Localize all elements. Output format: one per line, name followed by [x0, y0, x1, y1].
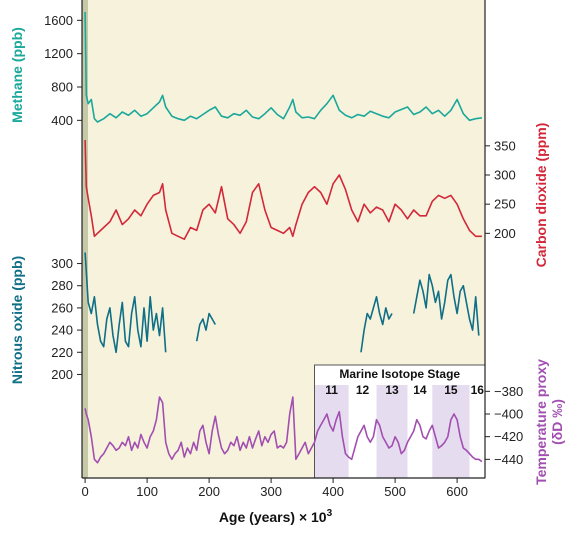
- axis-layer: 0 100 200 300 400 500 600 400 800 1200 1600 200 220 2…: [44, 0, 523, 499]
- mis-stage-label-14: 14: [413, 383, 427, 397]
- n2o-tick-label-300: 300: [51, 256, 73, 271]
- background-layer: [82, 0, 485, 478]
- x-axis-title-text: Age (years) × 10: [219, 509, 327, 525]
- co2-axis-title: Carbon dioxide (ppm): [533, 123, 549, 268]
- n2o-tick-label-280: 280: [51, 278, 73, 293]
- n2o-tick-label-240: 240: [51, 323, 73, 338]
- x-tick-label-300: 300: [260, 484, 282, 499]
- x-tick-label-200: 200: [198, 484, 220, 499]
- methane-series-line: [84, 11, 483, 123]
- mis-title: Marine Isotope Stage: [339, 367, 460, 381]
- co2-tick-label-250: 250: [494, 197, 516, 212]
- temperature-axis-unit: (δD ‰): [549, 399, 565, 445]
- n2o-tick-label-260: 260: [51, 300, 73, 315]
- mis-stage-label-15: 15: [444, 383, 458, 397]
- temperature-tick-label--440: −440: [494, 452, 523, 467]
- n2o-series-segment-1: [84, 252, 167, 354]
- x-axis-title: Age (years) × 103: [219, 508, 333, 525]
- co2-tick-label-300: 300: [494, 168, 516, 183]
- x-tick-label-0: 0: [81, 484, 88, 499]
- n2o-tick-label-200: 200: [51, 367, 73, 382]
- temperature-series-line: [84, 396, 483, 464]
- temperature-tick-label--380: −380: [494, 384, 523, 399]
- marine-isotope-stage-layer: 11 12 13 14 15 16 Marine Isotope Stage: [314, 364, 486, 479]
- x-tick-label-400: 400: [322, 484, 344, 499]
- x-tick-label-600: 600: [446, 484, 468, 499]
- label-layer: Methane (ppb) Nitrous oxide (ppb) Carbon d…: [9, 27, 565, 525]
- temperature-tick-label--420: −420: [494, 429, 523, 444]
- mis-stage-label-16: 16: [471, 383, 485, 397]
- n2o-series-segment-2: [195, 312, 216, 342]
- n2o-series-segment-3: [360, 295, 393, 353]
- temperature-axis-title: Temperature proxy: [533, 359, 549, 485]
- x-axis-title-superscript: 3: [327, 508, 333, 519]
- x-tick-label-500: 500: [384, 484, 406, 499]
- n2o-series-segment-4: [412, 273, 480, 336]
- methane-tick-label-1600: 1600: [44, 13, 73, 28]
- methane-tick-label-800: 800: [51, 80, 73, 95]
- mis-stage-label-13: 13: [385, 383, 399, 397]
- temperature-tick-label--400: −400: [494, 407, 523, 422]
- methane-axis-title: Methane (ppb): [9, 27, 25, 123]
- mis-band-15: [432, 385, 470, 478]
- n2o-tick-label-220: 220: [51, 345, 73, 360]
- mis-stage-label-12: 12: [356, 383, 370, 397]
- methane-tick-label-1200: 1200: [44, 46, 73, 61]
- x-tick-label-100: 100: [136, 484, 158, 499]
- methane-tick-label-400: 400: [51, 113, 73, 128]
- co2-tick-label-200: 200: [494, 226, 516, 241]
- left-edge-strip: [82, 0, 88, 478]
- mis-stage-label-11: 11: [325, 383, 338, 397]
- co2-tick-label-350: 350: [494, 138, 516, 153]
- co2-series-line: [84, 139, 482, 240]
- mis-band-11: [314, 385, 349, 478]
- series-layer: [84, 11, 483, 464]
- n2o-axis-title: Nitrous oxide (ppb): [9, 256, 25, 384]
